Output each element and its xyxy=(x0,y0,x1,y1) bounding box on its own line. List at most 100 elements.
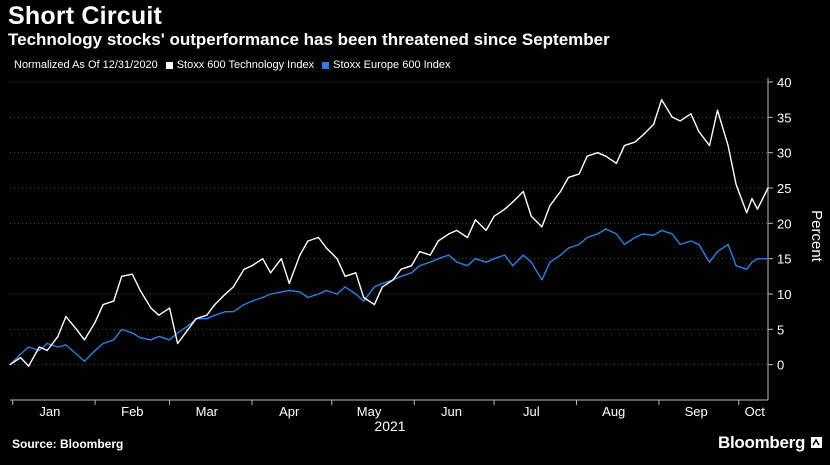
data-point-tech xyxy=(746,212,748,214)
data-point-europe xyxy=(46,342,48,345)
data-point-tech xyxy=(512,201,514,203)
data-point-tech xyxy=(299,254,301,256)
data-point-europe xyxy=(262,296,264,299)
data-point-tech xyxy=(437,240,439,242)
data-point-europe xyxy=(661,229,663,231)
data-point-europe xyxy=(567,247,570,249)
data-point-tech xyxy=(448,233,450,235)
data-point-tech xyxy=(381,286,383,288)
data-point-europe xyxy=(400,275,402,277)
data-point-europe xyxy=(344,286,346,288)
data-point-tech xyxy=(493,215,495,217)
data-point-tech xyxy=(634,141,636,143)
legend-item-tech: Stoxx 600 Technology Index xyxy=(165,59,315,71)
data-point-europe xyxy=(698,243,700,246)
data-point-europe xyxy=(363,300,365,302)
data-point-tech xyxy=(139,289,141,292)
data-point-europe xyxy=(597,233,599,235)
data-point-europe xyxy=(158,335,160,337)
legend-item-europe: Stoxx Europe 600 Index xyxy=(322,59,451,71)
data-point-europe xyxy=(187,325,189,327)
data-point-tech xyxy=(262,258,264,260)
data-point-tech xyxy=(373,304,375,306)
bloomberg-logo: Bloomberg xyxy=(718,433,806,452)
data-point-tech xyxy=(325,247,328,249)
data-point-tech xyxy=(363,296,365,299)
data-point-tech xyxy=(214,304,216,306)
source-note: Source: Bloomberg xyxy=(12,437,124,451)
data-point-tech xyxy=(57,335,59,337)
data-point-tech xyxy=(661,99,663,101)
data-point-europe xyxy=(418,265,421,267)
x-axis-year-label: 2021 xyxy=(374,418,405,434)
y-axis-label: Percent xyxy=(808,210,825,263)
data-point-tech xyxy=(559,190,562,193)
data-point-europe xyxy=(735,265,737,267)
data-point-europe xyxy=(456,261,458,263)
data-point-tech xyxy=(679,120,681,122)
data-point-tech xyxy=(698,130,700,133)
data-point-europe xyxy=(634,236,636,239)
data-point-europe xyxy=(690,240,692,242)
data-point-europe xyxy=(485,261,487,263)
data-point-tech xyxy=(9,364,11,366)
chart-subtitle: Technology stocks' outperformance has be… xyxy=(8,30,610,49)
y-axis: 0 5 10 15 20 25 30 35 40 xyxy=(767,75,791,400)
data-point-europe xyxy=(102,342,104,345)
data-point-tech xyxy=(615,162,618,164)
data-point-tech xyxy=(20,357,22,359)
x-tick-label: Apr xyxy=(279,404,300,419)
data-point-tech xyxy=(355,272,357,274)
legend-swatch-tech xyxy=(165,61,173,69)
legend-label-europe: Stoxx Europe 600 Index xyxy=(333,59,451,71)
data-point-europe xyxy=(20,353,22,355)
data-point-tech xyxy=(735,183,737,186)
x-tick-label: Jan xyxy=(39,404,60,419)
data-point-tech xyxy=(456,229,458,231)
data-point-europe xyxy=(767,258,769,260)
data-point-tech xyxy=(270,272,272,274)
data-point-europe xyxy=(373,286,375,288)
data-point-tech xyxy=(288,282,290,284)
data-point-europe xyxy=(299,291,301,293)
data-point-tech xyxy=(307,240,309,242)
y-tick-label: 5 xyxy=(777,322,784,337)
data-point-tech xyxy=(653,123,655,125)
y-tick-label: 35 xyxy=(777,110,791,125)
data-point-tech xyxy=(530,215,532,217)
data-point-tech xyxy=(65,316,67,318)
y-tick-label: 40 xyxy=(777,75,791,90)
data-point-europe xyxy=(381,282,383,284)
data-point-europe xyxy=(243,304,245,306)
data-point-tech xyxy=(75,328,78,330)
x-tick-label: Jul xyxy=(523,404,540,419)
data-point-tech xyxy=(232,286,235,288)
data-point-europe xyxy=(448,254,450,256)
data-point-europe xyxy=(168,339,171,341)
data-point-tech xyxy=(251,265,253,267)
data-point-europe xyxy=(325,289,328,292)
data-point-tech xyxy=(642,134,644,136)
data-point-europe xyxy=(38,349,40,352)
data-point-tech xyxy=(83,339,86,341)
data-point-tech xyxy=(767,187,769,189)
x-tick-label: Oct xyxy=(745,404,766,419)
data-point-europe xyxy=(437,258,439,260)
data-point-europe xyxy=(671,233,673,235)
data-point-europe xyxy=(336,293,338,295)
data-point-europe xyxy=(139,337,141,339)
data-point-europe xyxy=(288,289,290,292)
x-tick-label: Sep xyxy=(685,404,708,419)
data-point-europe xyxy=(615,233,618,235)
data-point-europe xyxy=(224,311,227,313)
data-point-tech xyxy=(46,349,48,352)
data-point-tech xyxy=(113,300,115,302)
data-point-tech xyxy=(102,304,104,306)
x-tick-label: Feb xyxy=(121,404,143,419)
data-point-europe xyxy=(474,258,477,260)
legend-label-tech: Stoxx 600 Technology Index xyxy=(176,59,315,71)
data-point-tech xyxy=(195,318,197,320)
data-point-tech xyxy=(605,155,607,157)
data-point-tech xyxy=(727,145,729,147)
data-point-europe xyxy=(28,346,30,348)
